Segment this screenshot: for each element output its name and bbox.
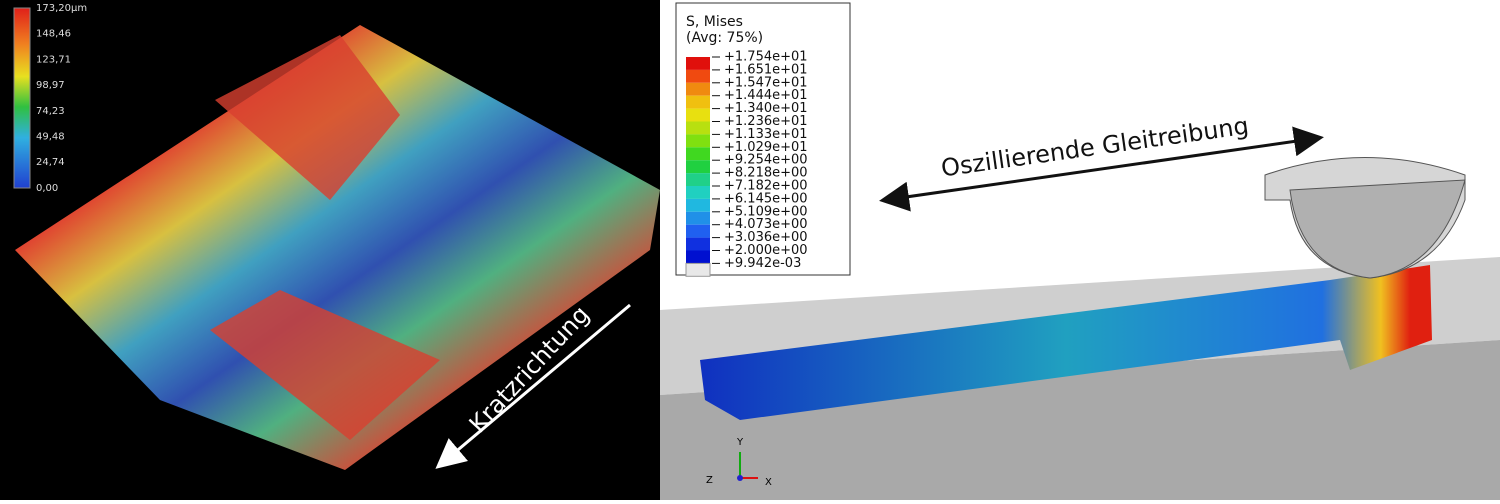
axis-label: Y	[736, 437, 744, 448]
legend-label: +1.754e+01	[724, 50, 808, 65]
legend-swatch	[686, 173, 710, 186]
legend-label: +2.000e+00	[724, 243, 808, 258]
colorbar-label: 0,00	[36, 183, 58, 194]
legend-title: (Avg: 75%)	[686, 30, 763, 46]
legend-label: +1.029e+01	[724, 140, 808, 155]
legend-label: +1.444e+01	[724, 88, 808, 103]
legend-label: +4.073e+00	[724, 217, 808, 232]
legend-label: +1.340e+01	[724, 101, 808, 116]
legend-label: +3.036e+00	[724, 230, 808, 245]
colorbar	[13, 7, 31, 189]
legend-title: S, Mises	[686, 14, 743, 30]
legend-swatch	[686, 82, 710, 96]
legend-swatch	[686, 147, 710, 161]
indenter-face	[1289, 179, 1466, 279]
legend-swatch	[686, 69, 710, 83]
legend-swatch	[686, 224, 710, 238]
legend-label: +9.942e-03	[724, 256, 801, 271]
colorbar-label: 173,20µm	[36, 3, 87, 14]
legend-label: +8.218e+00	[724, 166, 808, 181]
colorbar-label: 98,97	[36, 80, 65, 91]
legend-swatch	[685, 262, 711, 277]
axis-label: X	[765, 477, 772, 488]
legend-label: +9.254e+00	[724, 153, 808, 168]
legend-swatch	[686, 198, 710, 212]
colorbar-label: 148,46	[36, 29, 71, 40]
legend-label: +5.109e+00	[724, 204, 808, 219]
legend-swatch	[686, 250, 710, 264]
axis-label: Z	[706, 475, 713, 486]
legend-label: +1.651e+01	[724, 62, 808, 77]
surface-peak	[210, 35, 440, 440]
colorbar-label: 74,23	[36, 106, 65, 117]
colorbar-label: 49,48	[36, 132, 65, 143]
legend-swatch	[686, 160, 710, 174]
colorbar-label: 123,71	[36, 54, 71, 65]
block-front	[660, 340, 1500, 500]
legend-swatch	[686, 95, 710, 109]
legend-label: +1.236e+01	[724, 114, 808, 129]
colorbar-label: 24,74	[36, 157, 65, 168]
legend-swatch	[686, 108, 710, 122]
scratch-arrow	[435, 303, 631, 469]
legend-label: +6.145e+00	[724, 191, 808, 206]
legend-swatch	[686, 186, 710, 199]
legend-swatch	[686, 134, 710, 148]
legend-swatch	[686, 121, 710, 135]
legend-swatch	[686, 57, 710, 70]
stress-field	[700, 265, 1432, 420]
legend-label: +1.133e+01	[724, 127, 808, 142]
legend-label: +1.547e+01	[724, 75, 808, 90]
legend-label: +7.182e+00	[724, 179, 808, 194]
surface-3d	[15, 25, 660, 470]
sliding-arrow	[879, 126, 1324, 212]
axis-z	[737, 475, 743, 481]
legend-swatch	[686, 211, 710, 225]
legend-swatch	[686, 237, 710, 251]
